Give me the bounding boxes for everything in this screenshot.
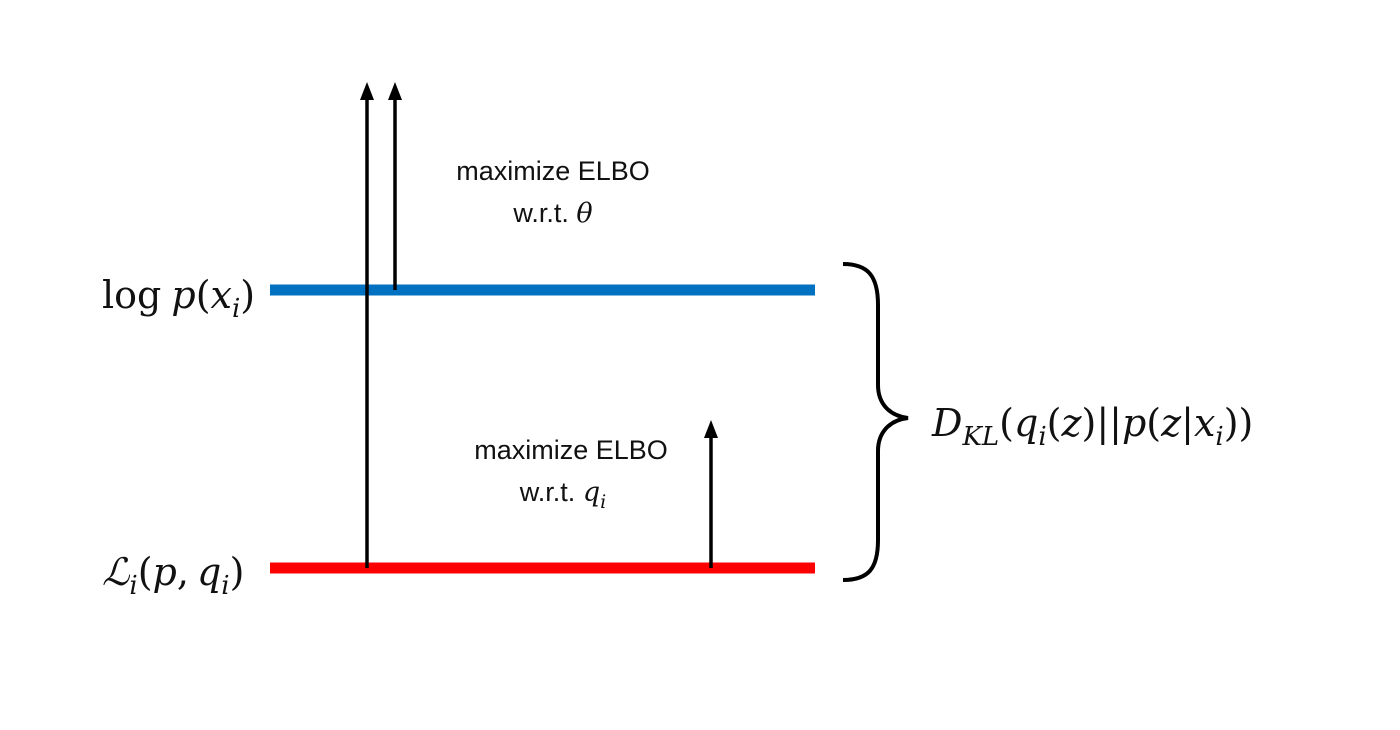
theta-step-arrow-short xyxy=(388,82,402,290)
log-likelihood-label: log p(xi) xyxy=(102,273,255,324)
theta-step-line2: w.r.t. θ xyxy=(512,198,592,229)
q-step-arrow xyxy=(704,420,718,568)
q-step-line1: maximize ELBO xyxy=(474,435,668,465)
gap-brace xyxy=(842,262,909,582)
q-step-line2: w.r.t. qi xyxy=(519,477,606,513)
theta-step-line1: maximize ELBO xyxy=(456,156,650,186)
elbo-bound-label: ℒi(p, qi) xyxy=(102,550,244,601)
kl-divergence-label: DKL(qi(z)||p(z|xi)) xyxy=(931,401,1253,452)
theta-step-arrow-long xyxy=(360,82,374,568)
